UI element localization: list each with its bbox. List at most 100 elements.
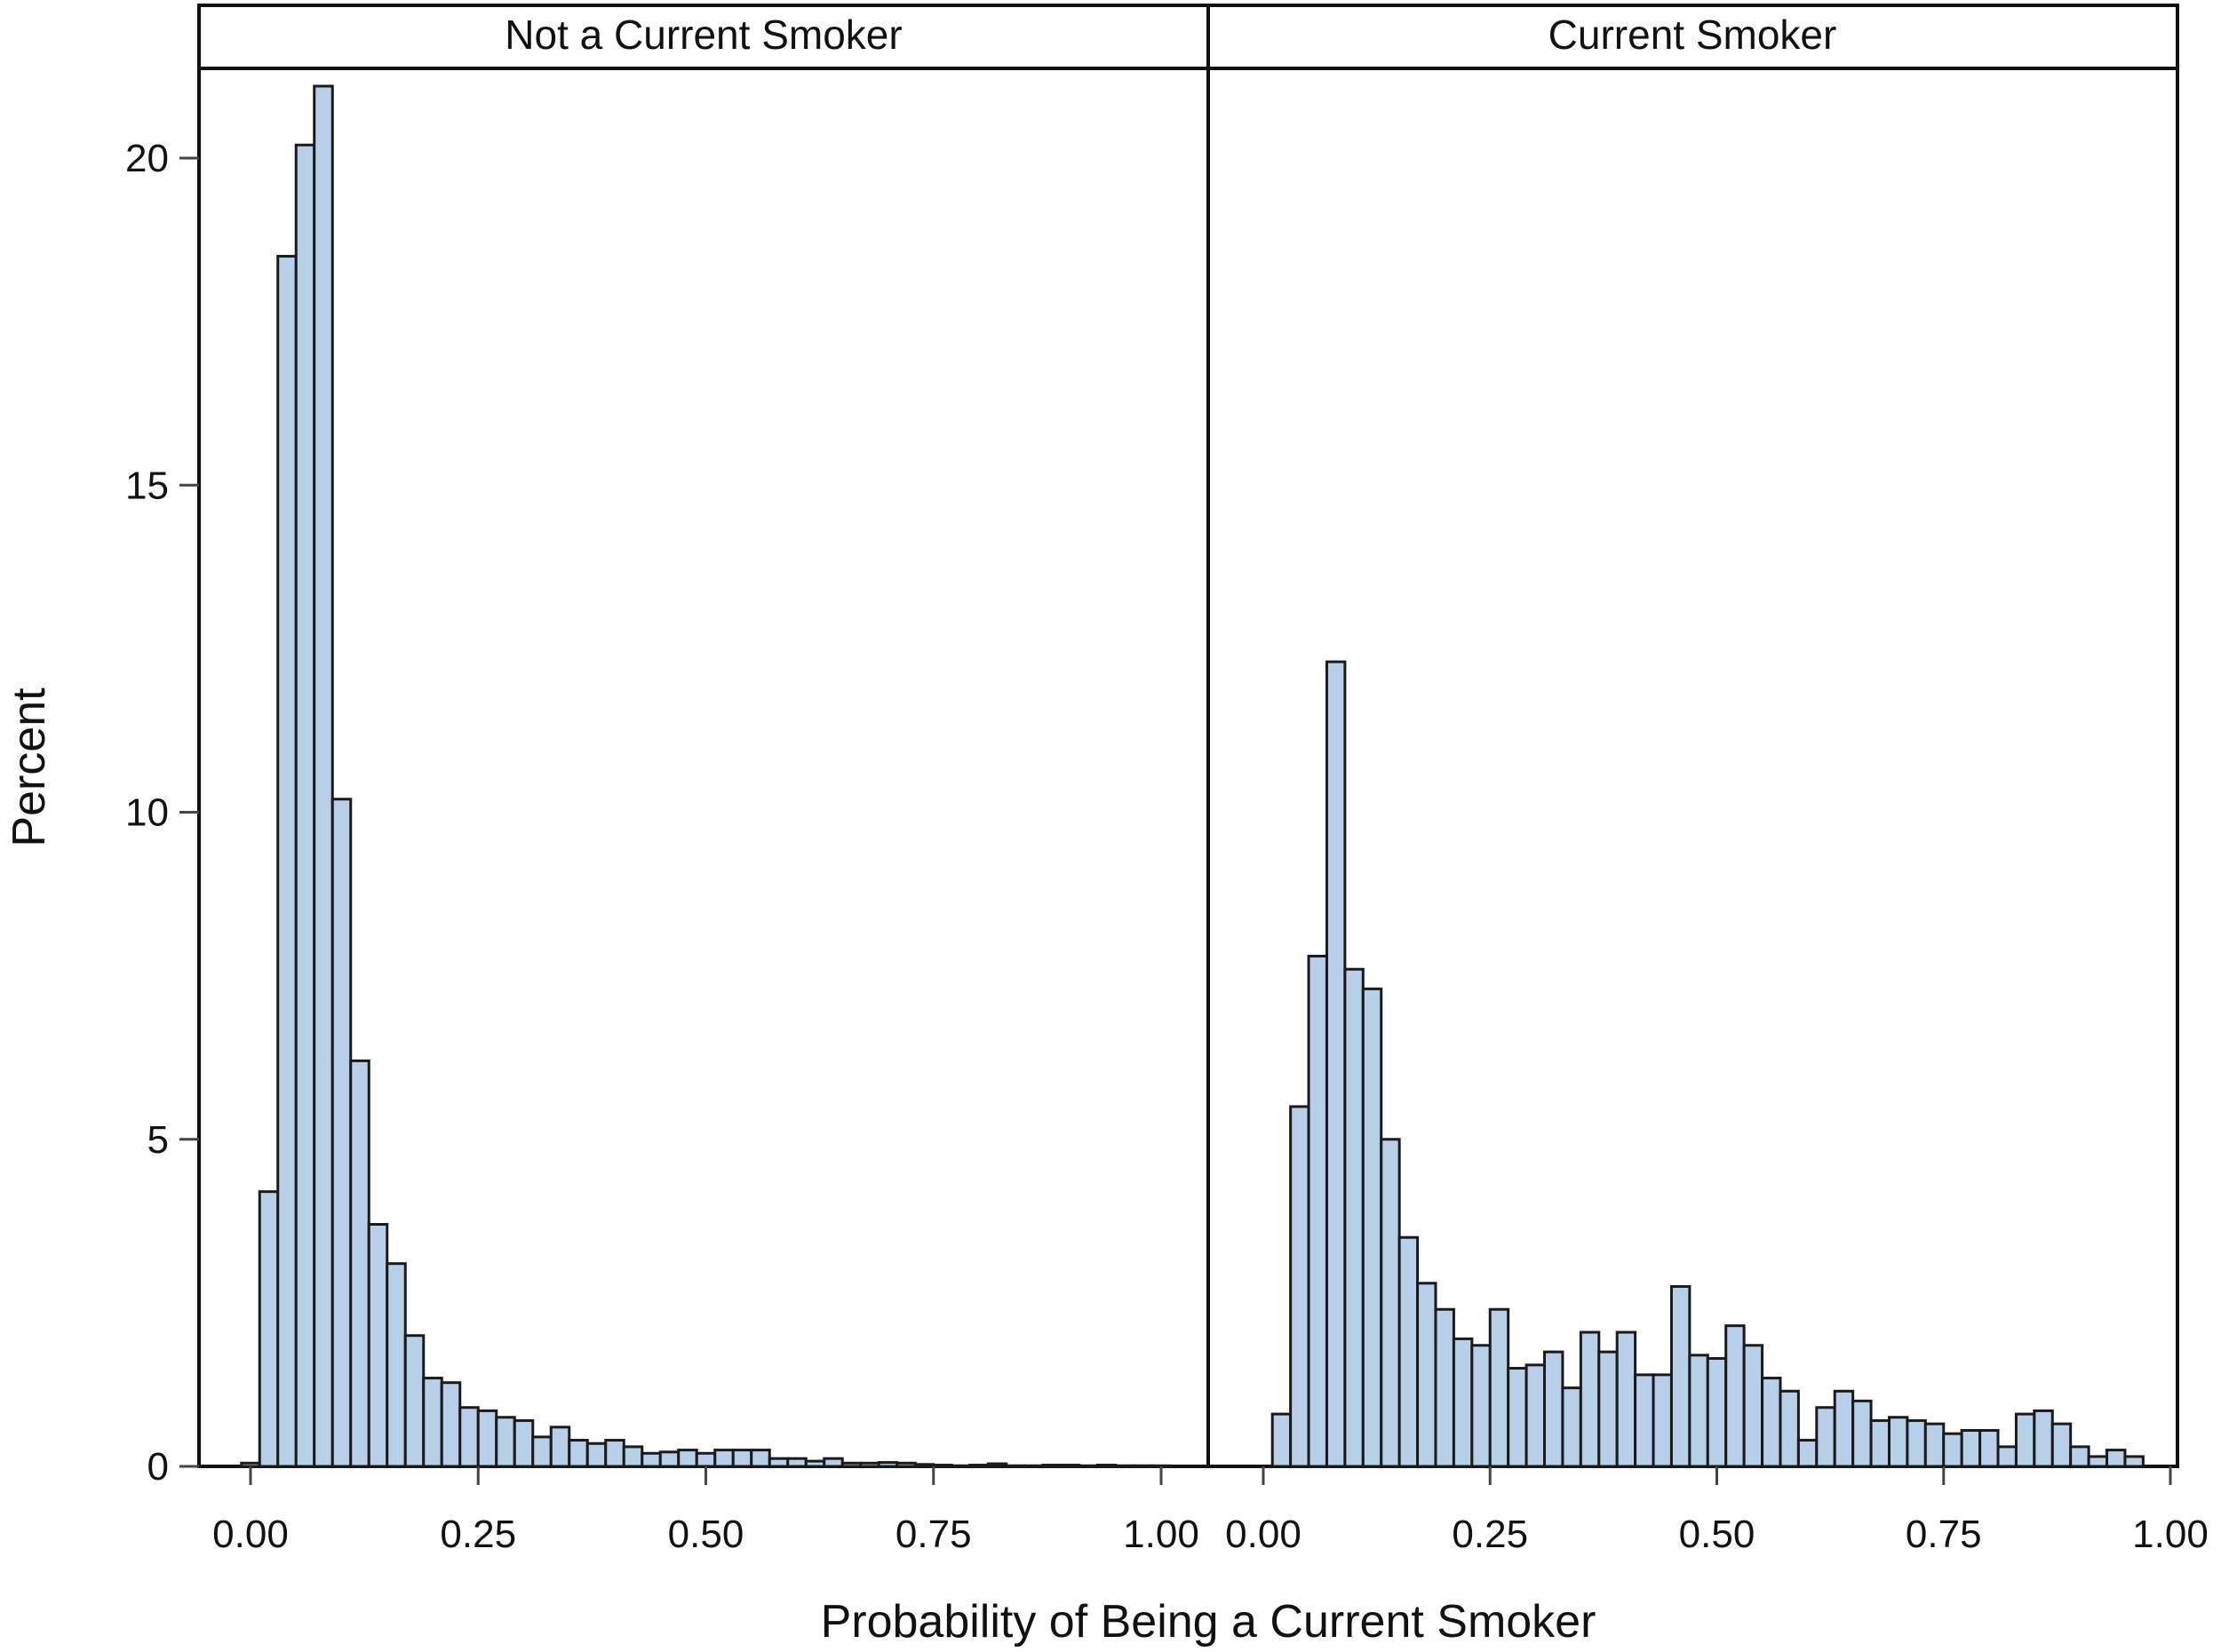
histogram-bar bbox=[1724, 1324, 1746, 1468]
histogram-bar bbox=[840, 1461, 863, 1468]
x-tick-label: 0.00 bbox=[212, 1513, 289, 1556]
histogram-bar bbox=[495, 1416, 516, 1468]
histogram-bar bbox=[1543, 1350, 1564, 1468]
y-axis: 0 5 10 15 20 bbox=[125, 137, 199, 1489]
histogram-bar bbox=[1906, 1418, 1927, 1468]
bars bbox=[240, 84, 1172, 1468]
histogram-bar bbox=[1923, 1422, 1946, 1468]
histogram-bar bbox=[240, 1461, 261, 1468]
histogram-bar bbox=[386, 1262, 407, 1468]
histogram-bar bbox=[1488, 1307, 1510, 1468]
histogram-bar bbox=[585, 1442, 608, 1468]
histogram-bar bbox=[932, 1464, 953, 1468]
histogram-bar bbox=[1289, 1105, 1310, 1468]
x-tick-label: 0.75 bbox=[1906, 1513, 1982, 1556]
histogram-bar bbox=[2033, 1409, 2054, 1468]
histogram-bar bbox=[1059, 1464, 1081, 1468]
histogram-bar bbox=[859, 1461, 880, 1468]
histogram-bar bbox=[2106, 1449, 2127, 1468]
histogram-bar bbox=[1095, 1464, 1118, 1468]
histogram-bar bbox=[950, 1464, 972, 1468]
histogram-bar bbox=[1005, 1464, 1026, 1468]
histogram-bar bbox=[750, 1449, 771, 1468]
histogram-bar bbox=[2087, 1455, 2109, 1468]
histogram-bar bbox=[713, 1449, 735, 1468]
histogram-bar bbox=[2014, 1412, 2036, 1468]
strip-header bbox=[1206, 4, 2179, 70]
histogram-bar bbox=[2050, 1422, 2073, 1468]
x-tick-label: 0.50 bbox=[668, 1513, 744, 1556]
histogram-bar bbox=[1597, 1350, 1619, 1468]
histogram-bar bbox=[1325, 660, 1347, 1468]
y-tick-label: 10 bbox=[125, 791, 169, 835]
histogram-bar bbox=[1887, 1416, 1909, 1468]
histogram-bar bbox=[1579, 1330, 1601, 1468]
histogram-bar bbox=[1132, 1464, 1154, 1468]
histogram-bar bbox=[695, 1451, 717, 1468]
histogram-bar bbox=[330, 798, 353, 1468]
histogram-bar bbox=[1815, 1406, 1836, 1468]
panel-current-smoker: Current Smoker 0.00 0.25 0.50 0.75 1.00 bbox=[1206, 4, 2209, 1556]
histogram-bar bbox=[1023, 1464, 1045, 1468]
histogram-bar bbox=[276, 254, 298, 1468]
histogram-bar bbox=[2123, 1455, 2145, 1468]
strip-label: Current Smoker bbox=[1548, 12, 1837, 58]
x-tick-label: 0.25 bbox=[1452, 1513, 1528, 1556]
histogram-bar bbox=[1114, 1464, 1135, 1468]
histogram-bar bbox=[1869, 1418, 1891, 1468]
histogram-bar bbox=[1150, 1464, 1172, 1468]
histogram-bar bbox=[1416, 1282, 1437, 1468]
histogram-bar bbox=[313, 84, 334, 1468]
y-tick-label: 0 bbox=[147, 1445, 169, 1489]
histogram-bar bbox=[367, 1222, 389, 1468]
x-tick-label: 0.75 bbox=[896, 1513, 972, 1556]
histogram-bar bbox=[2069, 1445, 2090, 1468]
histogram-bar bbox=[422, 1377, 443, 1468]
histogram-bar bbox=[1688, 1354, 1709, 1468]
histogram-bar bbox=[403, 1334, 426, 1468]
histogram-bar bbox=[1634, 1373, 1655, 1468]
panel-not-current-smoker: Not a Current Smoker 0.00 0.25 0.50 0.75 1.0… bbox=[197, 4, 1210, 1556]
histogram-bar bbox=[568, 1439, 589, 1468]
histogram-bar bbox=[877, 1461, 899, 1468]
histogram-bar bbox=[1397, 1235, 1420, 1468]
strip-label: Not a Current Smoker bbox=[505, 12, 902, 58]
x-axis: 0.00 0.25 0.50 0.75 1.00 bbox=[212, 1466, 1199, 1556]
histogram-bar bbox=[349, 1059, 370, 1468]
histogram-bar bbox=[1706, 1356, 1728, 1468]
histogram-bar bbox=[913, 1463, 935, 1468]
histogram-bar bbox=[1996, 1445, 2018, 1468]
histogram-bar bbox=[604, 1439, 625, 1468]
histogram-bar bbox=[1615, 1330, 1637, 1468]
histogram-bar bbox=[1742, 1344, 1764, 1468]
histogram-bar bbox=[1434, 1307, 1455, 1468]
histogram-bar bbox=[622, 1445, 644, 1468]
histogram-bar bbox=[731, 1449, 753, 1468]
histogram-bar bbox=[1470, 1344, 1492, 1468]
y-axis-label: Percent bbox=[4, 687, 55, 847]
histogram-bar bbox=[986, 1462, 1008, 1468]
x-tick-label: 1.00 bbox=[2132, 1513, 2209, 1556]
histogram-bar bbox=[1779, 1389, 1800, 1468]
histogram-bar bbox=[1761, 1377, 1782, 1468]
histogram-bar bbox=[1507, 1367, 1528, 1468]
histogram-bar bbox=[258, 1190, 280, 1468]
histogram-bar bbox=[1452, 1337, 1474, 1468]
histogram-bar bbox=[1796, 1439, 1819, 1468]
histogram-bar bbox=[1851, 1399, 1873, 1468]
histogram-bar bbox=[641, 1451, 662, 1468]
histogram-bar bbox=[968, 1464, 990, 1468]
histogram-bar bbox=[440, 1381, 462, 1468]
histogram-bar bbox=[531, 1435, 553, 1468]
bars bbox=[1270, 660, 2145, 1468]
histogram-bar bbox=[896, 1461, 917, 1468]
histogram-bar bbox=[513, 1418, 535, 1468]
histogram-bar bbox=[1041, 1464, 1063, 1468]
histogram-bar bbox=[1561, 1386, 1582, 1468]
histogram-bar bbox=[1652, 1373, 1673, 1468]
strip-header bbox=[197, 4, 1210, 70]
histogram-bar bbox=[1669, 1284, 1692, 1468]
x-tick-label: 0.50 bbox=[1679, 1513, 1755, 1556]
y-tick-label: 15 bbox=[125, 464, 169, 507]
